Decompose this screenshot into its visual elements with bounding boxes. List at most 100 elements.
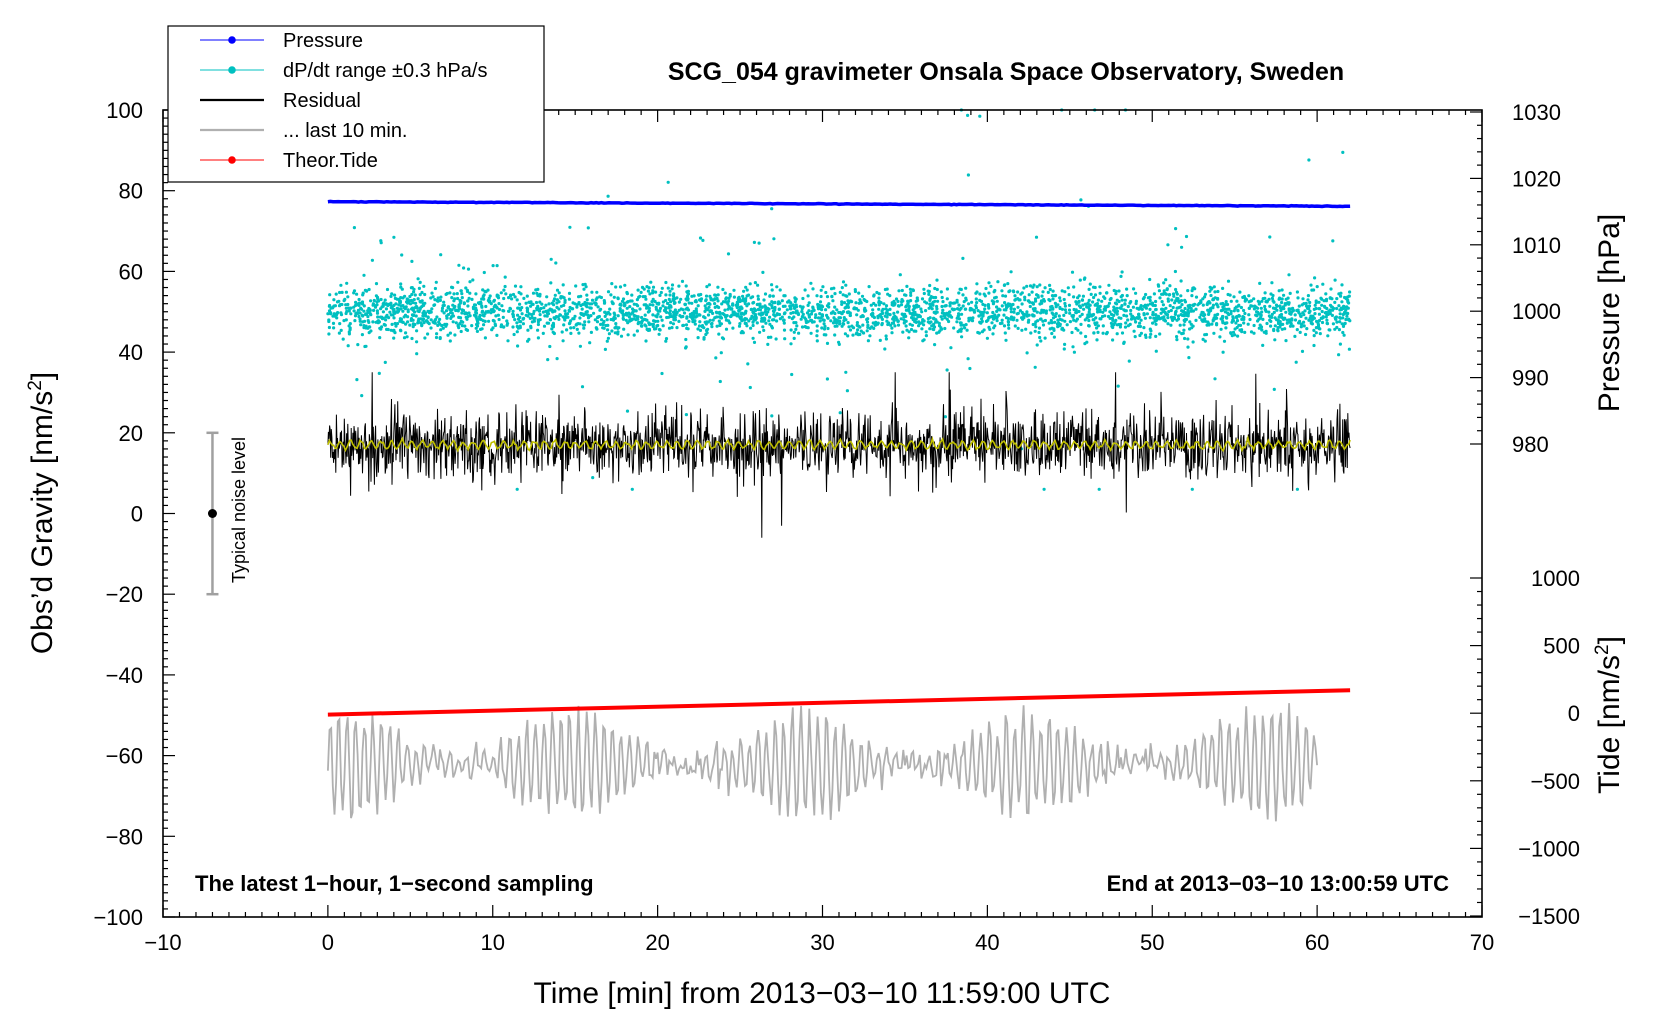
dpdt-point (445, 316, 449, 320)
dpdt-point (822, 322, 826, 326)
dpdt-point (360, 394, 364, 398)
dpdt-point (1101, 310, 1105, 314)
dpdt-point (571, 307, 575, 311)
dpdt-point (1083, 302, 1087, 306)
dpdt-point (766, 310, 770, 314)
dpdt-point (885, 287, 889, 291)
dpdt-point (672, 292, 676, 296)
dpdt-point (466, 267, 471, 271)
dpdt-point (1338, 316, 1342, 320)
dpdt-point (1213, 317, 1217, 321)
dpdt-point (975, 290, 979, 294)
dpdt-point (516, 326, 521, 330)
dpdt-point (654, 314, 658, 318)
dpdt-point (503, 275, 507, 279)
dpdt-point (810, 309, 814, 313)
dpdt-point (1016, 305, 1020, 309)
dpdt-point (1294, 360, 1298, 364)
dpdt-point (670, 326, 674, 330)
dpdt-point (651, 303, 655, 307)
dpdt-point (1033, 329, 1037, 333)
dpdt-point (632, 333, 636, 337)
dpdt-point (724, 296, 729, 300)
dpdt-point (372, 298, 376, 303)
dpdt-point (1013, 324, 1017, 328)
dpdt-point (1216, 297, 1220, 301)
dpdt-point (661, 300, 666, 304)
dpdt-point (758, 330, 762, 334)
dpdt-point (790, 317, 794, 321)
dpdt-point (521, 322, 526, 326)
dpdt-point (913, 310, 917, 314)
dpdt-point (584, 310, 588, 314)
dpdt-point (630, 487, 634, 491)
dpdt-point (1047, 298, 1051, 302)
dpdt-point (871, 308, 875, 312)
dpdt-point (1328, 303, 1333, 307)
dpdt-point (486, 309, 490, 314)
dpdt-point (932, 316, 936, 320)
dpdt-point (1346, 318, 1350, 322)
dpdt-point (1116, 384, 1120, 388)
dpdt-point (511, 325, 515, 329)
dpdt-point (775, 285, 779, 289)
y-tide-tick-label: 1000 (1531, 566, 1580, 591)
dpdt-point (901, 330, 905, 334)
dpdt-point (389, 313, 393, 317)
dpdt-point (822, 318, 826, 322)
dpdt-point (787, 299, 791, 303)
dpdt-point (1288, 324, 1293, 328)
dpdt-point (755, 321, 759, 325)
dpdt-point (714, 310, 719, 314)
dpdt-point (899, 317, 903, 321)
dpdt-point (502, 325, 506, 329)
dpdt-point (1229, 299, 1233, 303)
dpdt-point (1265, 321, 1269, 326)
dpdt-point (392, 316, 396, 320)
dpdt-point (389, 306, 393, 310)
dpdt-point (393, 293, 397, 297)
dpdt-point (1256, 299, 1260, 303)
dpdt-point (1230, 320, 1234, 324)
dpdt-point (844, 370, 848, 374)
dpdt-point (1212, 331, 1216, 335)
dpdt-point (1210, 306, 1214, 310)
dpdt-point (451, 320, 455, 324)
dpdt-point (1333, 300, 1337, 304)
dpdt-point (704, 322, 708, 326)
dpdt-point (1096, 310, 1100, 314)
dpdt-point (681, 323, 686, 327)
dpdt-point (1179, 279, 1183, 283)
dpdt-point (1216, 289, 1220, 294)
dpdt-point (1003, 294, 1008, 298)
dpdt-point (1272, 310, 1276, 314)
dpdt-point (659, 290, 663, 295)
dpdt-point (454, 321, 458, 325)
y-tide-tick-label: −1500 (1518, 904, 1580, 929)
dpdt-point (1229, 309, 1233, 314)
y-left-tick-label: 0 (131, 502, 143, 527)
dpdt-point (558, 313, 563, 317)
dpdt-point (667, 311, 671, 315)
dpdt-point (1153, 303, 1157, 308)
dpdt-point (732, 295, 737, 299)
dpdt-point (956, 330, 960, 334)
dpdt-point (820, 326, 824, 330)
dpdt-point (1176, 314, 1180, 318)
dpdt-point (724, 315, 728, 319)
dpdt-point (606, 290, 611, 294)
dpdt-point (1278, 325, 1282, 329)
dpdt-point (440, 323, 444, 328)
dpdt-point (1030, 290, 1034, 294)
dpdt-point (1287, 308, 1291, 312)
dpdt-point (933, 286, 937, 291)
dpdt-point (579, 294, 583, 298)
dpdt-point (389, 301, 393, 305)
dpdt-point (704, 294, 709, 298)
dpdt-point (1189, 322, 1193, 326)
dpdt-point (940, 327, 944, 331)
dpdt-point (327, 318, 331, 322)
dpdt-point (940, 295, 944, 300)
dpdt-point (1341, 150, 1345, 154)
dpdt-point (1337, 304, 1341, 308)
